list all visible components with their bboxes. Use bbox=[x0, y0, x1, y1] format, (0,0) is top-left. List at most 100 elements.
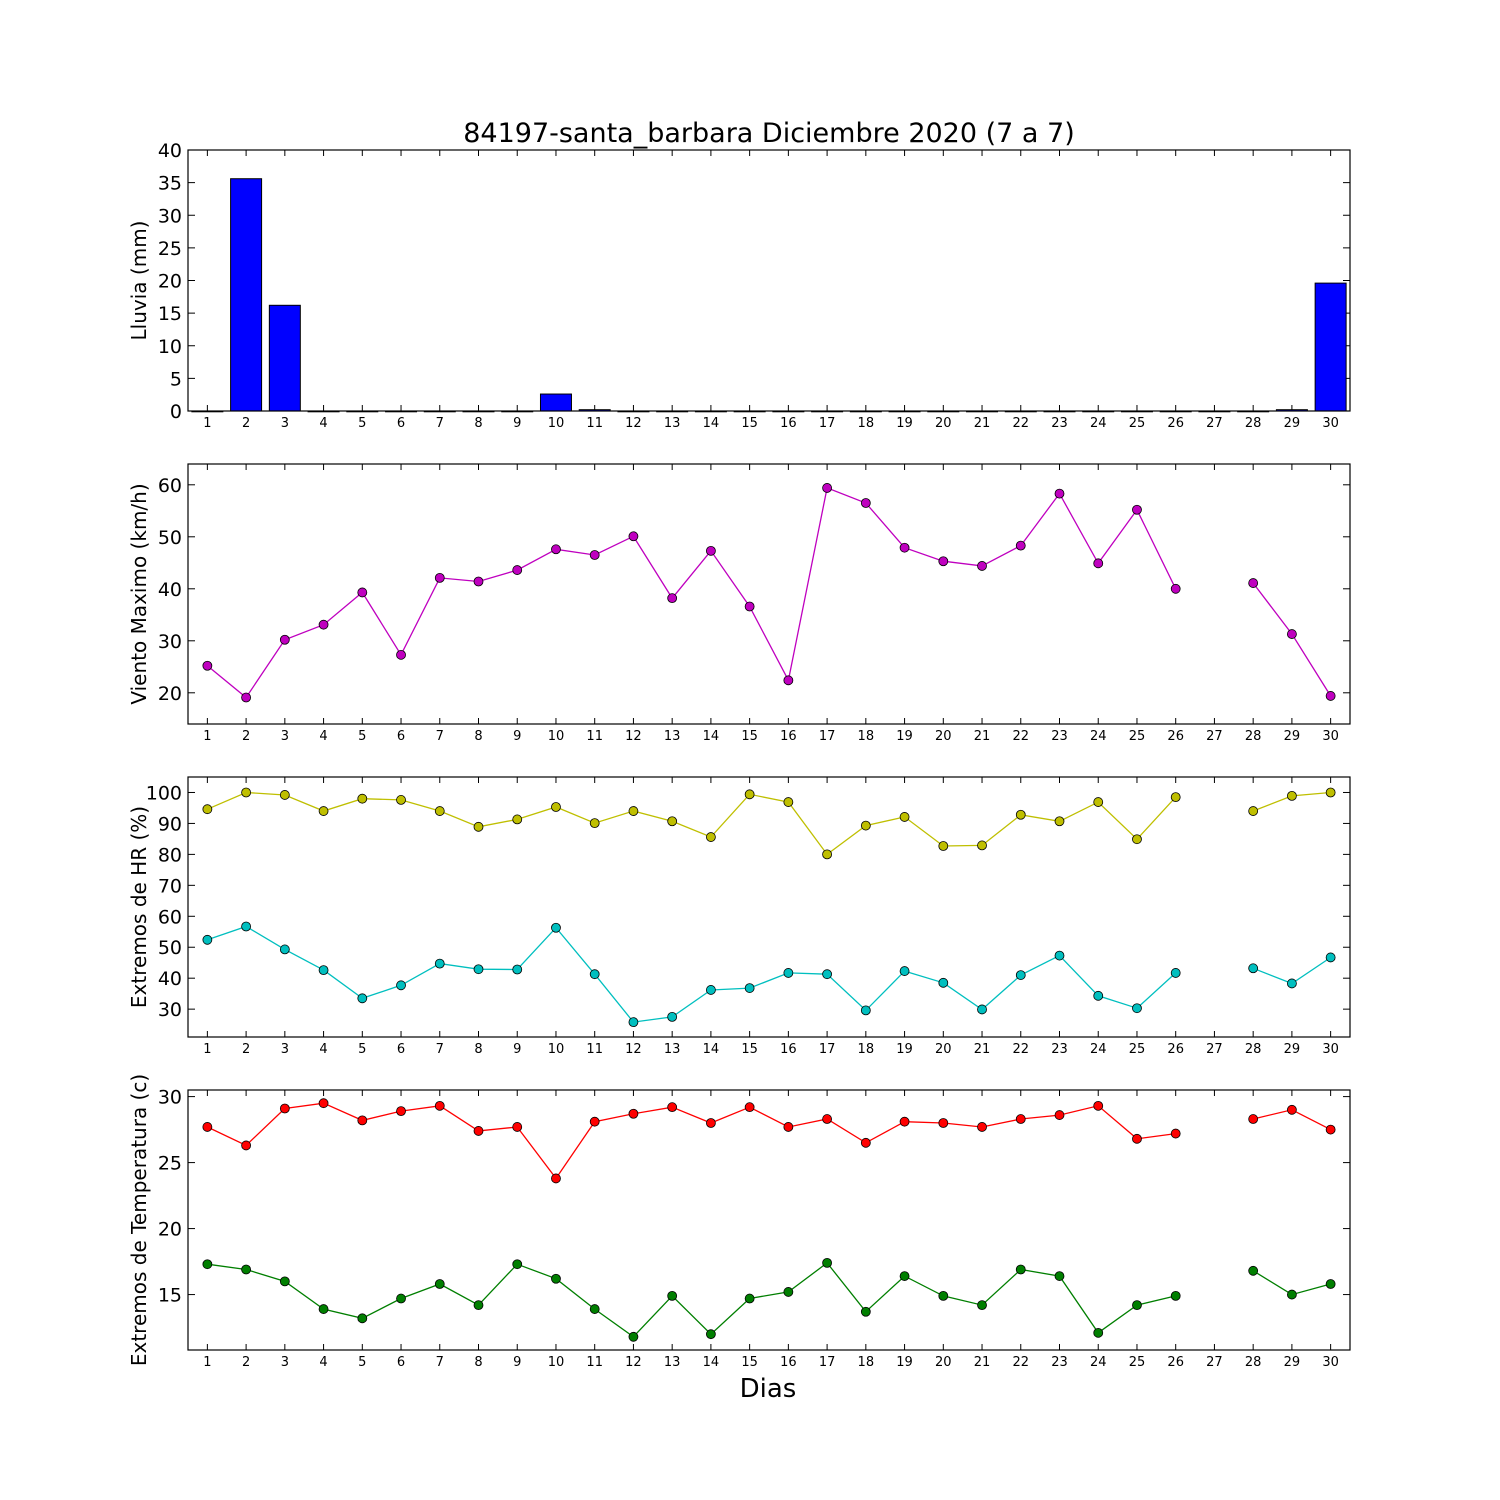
x-tick-label: 16 bbox=[780, 729, 797, 744]
x-tick-label: 30 bbox=[1322, 1042, 1339, 1057]
data-point bbox=[1287, 1289, 1297, 1300]
data-point bbox=[589, 550, 600, 560]
data-point bbox=[589, 969, 600, 980]
data-point bbox=[706, 545, 716, 556]
data-point bbox=[628, 1017, 639, 1028]
data-point bbox=[1054, 816, 1065, 827]
x-tick-label: 23 bbox=[1051, 1355, 1068, 1370]
data-point bbox=[1248, 963, 1259, 974]
y-tick-label: 90 bbox=[158, 813, 182, 835]
data-point bbox=[512, 1259, 523, 1270]
data-point bbox=[318, 1304, 329, 1314]
x-tick-label: 27 bbox=[1206, 1355, 1223, 1370]
data-point bbox=[1093, 797, 1104, 807]
x-tick-label: 14 bbox=[703, 416, 720, 431]
data-point bbox=[822, 1257, 832, 1268]
data-point bbox=[822, 969, 832, 980]
data-point bbox=[357, 793, 368, 804]
y-tick-label: 70 bbox=[158, 875, 182, 897]
x-tick-label: 18 bbox=[858, 729, 875, 744]
x-tick-label: 11 bbox=[586, 416, 603, 431]
y-tick-label: 40 bbox=[158, 579, 182, 601]
data-point bbox=[899, 1271, 910, 1281]
x-tick-label: 10 bbox=[548, 729, 565, 744]
x-tick-label: 29 bbox=[1284, 416, 1301, 431]
data-point bbox=[434, 806, 445, 816]
x-tick-label: 29 bbox=[1284, 1042, 1301, 1057]
x-tick-label: 19 bbox=[896, 1355, 913, 1370]
data-point bbox=[1093, 1100, 1104, 1111]
y-tick-label: 20 bbox=[158, 683, 182, 705]
x-tick-label: 30 bbox=[1322, 1355, 1339, 1370]
data-point bbox=[357, 993, 368, 1004]
x-tick-label: 12 bbox=[625, 729, 642, 744]
data-point bbox=[1248, 806, 1259, 816]
x-tick-label: 8 bbox=[474, 416, 482, 431]
x-tick-label: 7 bbox=[436, 1355, 444, 1370]
data-point bbox=[512, 565, 523, 575]
data-point bbox=[589, 1304, 600, 1314]
plot-frame bbox=[187, 463, 1351, 725]
y-tick-label: 60 bbox=[158, 475, 182, 497]
data-point bbox=[667, 1102, 678, 1113]
data-point bbox=[1170, 792, 1181, 803]
x-tick-label: 6 bbox=[397, 729, 405, 744]
data-point bbox=[357, 1115, 368, 1126]
x-tick-label: 9 bbox=[513, 1355, 521, 1370]
x-tick-label: 21 bbox=[974, 1042, 991, 1057]
y-tick-label: 10 bbox=[158, 336, 182, 358]
x-tick-label: 4 bbox=[319, 416, 327, 431]
data-point bbox=[744, 1293, 755, 1304]
data-point bbox=[938, 841, 949, 851]
y-tick-label: 100 bbox=[146, 782, 182, 804]
x-tick-label: 7 bbox=[436, 416, 444, 431]
data-point bbox=[318, 806, 329, 816]
rain-bar bbox=[230, 178, 263, 412]
y-tick-label: 40 bbox=[158, 968, 182, 990]
data-point bbox=[357, 1313, 368, 1324]
x-tick-label: 16 bbox=[780, 416, 797, 431]
x-tick-label: 13 bbox=[664, 1042, 681, 1057]
x-tick-label: 21 bbox=[974, 729, 991, 744]
x-tick-label: 2 bbox=[242, 729, 250, 744]
data-point bbox=[1093, 990, 1104, 1001]
data-point bbox=[551, 1273, 561, 1284]
x-tick-label: 28 bbox=[1245, 1042, 1262, 1057]
data-point bbox=[1287, 790, 1297, 801]
series-line-2 bbox=[207, 1262, 1331, 1338]
x-tick-label: 30 bbox=[1322, 729, 1339, 744]
y-tick-label: 25 bbox=[158, 238, 182, 260]
data-point bbox=[473, 964, 484, 975]
data-point bbox=[318, 619, 329, 630]
x-tick-label: 22 bbox=[1012, 729, 1029, 744]
data-point bbox=[473, 576, 484, 587]
x-tick-label: 20 bbox=[935, 416, 952, 431]
y-tick-label: 25 bbox=[158, 1153, 182, 1175]
x-tick-label: 17 bbox=[819, 1355, 836, 1370]
x-tick-label: 5 bbox=[358, 1355, 366, 1370]
data-point bbox=[551, 802, 561, 812]
x-tick-label: 3 bbox=[281, 1042, 289, 1057]
plot-frame bbox=[187, 149, 1351, 412]
data-point bbox=[783, 1287, 794, 1297]
x-tick-label: 3 bbox=[281, 416, 289, 431]
data-point bbox=[241, 787, 252, 798]
data-point bbox=[783, 968, 794, 978]
data-point bbox=[318, 965, 329, 976]
data-point bbox=[279, 1276, 290, 1287]
x-tick-label: 3 bbox=[281, 1355, 289, 1370]
x-tick-label: 10 bbox=[548, 1042, 565, 1057]
x-tick-label: 16 bbox=[780, 1042, 797, 1057]
data-point bbox=[1132, 1300, 1142, 1311]
x-tick-label: 13 bbox=[664, 416, 681, 431]
x-tick-label: 21 bbox=[974, 1355, 991, 1370]
data-point bbox=[202, 804, 213, 815]
x-tick-label: 20 bbox=[935, 1355, 952, 1370]
data-point bbox=[822, 849, 832, 860]
data-point bbox=[357, 587, 368, 598]
data-point bbox=[202, 1122, 213, 1132]
x-tick-label: 19 bbox=[896, 729, 913, 744]
x-tick-label: 2 bbox=[242, 416, 250, 431]
x-tick-label: 20 bbox=[935, 729, 952, 744]
